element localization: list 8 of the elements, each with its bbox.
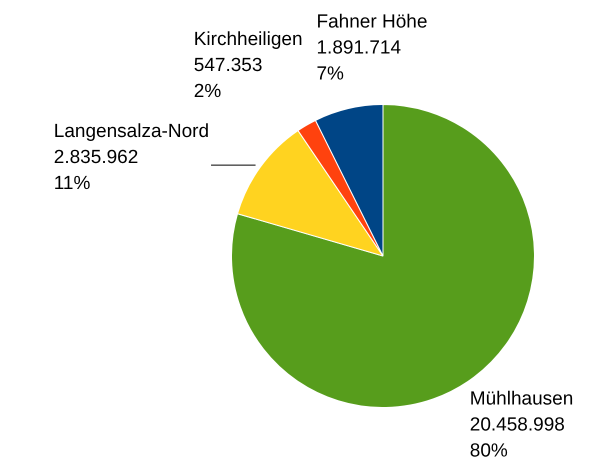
data-label: 2.835.962 11% [54, 146, 138, 194]
slice-label: Fahner Höhe [316, 11, 428, 32]
data-label: 1.891.714 7% [316, 37, 402, 84]
slice-label: Kirchheiligen [194, 29, 303, 50]
slice-label: Mühlhausen [470, 388, 574, 410]
slice-label: Langensalza-Nord [54, 120, 210, 142]
data-label: 20.458.998 80% [470, 414, 565, 462]
data-label: 547.353 2% [194, 55, 262, 102]
